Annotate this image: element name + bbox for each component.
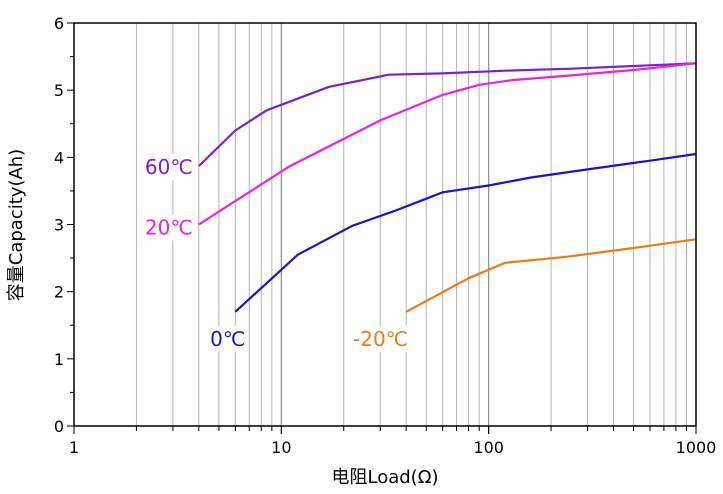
- series-label-4: -20℃: [353, 327, 408, 351]
- series-label-3: 0℃: [210, 327, 245, 351]
- y-tick-label: 4: [54, 148, 64, 167]
- y-tick-label: 1: [54, 350, 64, 369]
- series-label-background: [141, 154, 196, 181]
- y-tick-label: 0: [54, 417, 64, 436]
- series-label-background: [207, 325, 249, 352]
- series-labels: 60℃ 20℃ 0℃ -20℃: [141, 154, 412, 352]
- series-label-background: [350, 325, 412, 352]
- series-line-1: [198, 62, 697, 167]
- y-tick-label: 2: [54, 283, 64, 302]
- series-line-4: [405, 238, 697, 313]
- series-line-2: [198, 62, 697, 226]
- grid-lines: [135, 23, 688, 426]
- series-line-3: [234, 152, 697, 313]
- x-axis-title: 电阻Load(Ω): [332, 467, 439, 488]
- y-tick-label: 5: [54, 81, 64, 100]
- y-tick-label: 6: [54, 14, 64, 33]
- series-label-1: 60℃: [145, 155, 193, 179]
- series-label-background: [141, 214, 196, 241]
- y-tick-label: 3: [54, 216, 64, 235]
- x-tick-label: 1: [69, 438, 79, 457]
- x-tick-label: 1000: [676, 438, 717, 457]
- x-tick-label: 10: [271, 438, 291, 457]
- series-lines: [198, 62, 697, 313]
- x-tick-label: 100: [473, 438, 504, 457]
- y-axis-title: 容量Capacity(Ah): [6, 149, 27, 301]
- series-label-2: 20℃: [145, 216, 193, 240]
